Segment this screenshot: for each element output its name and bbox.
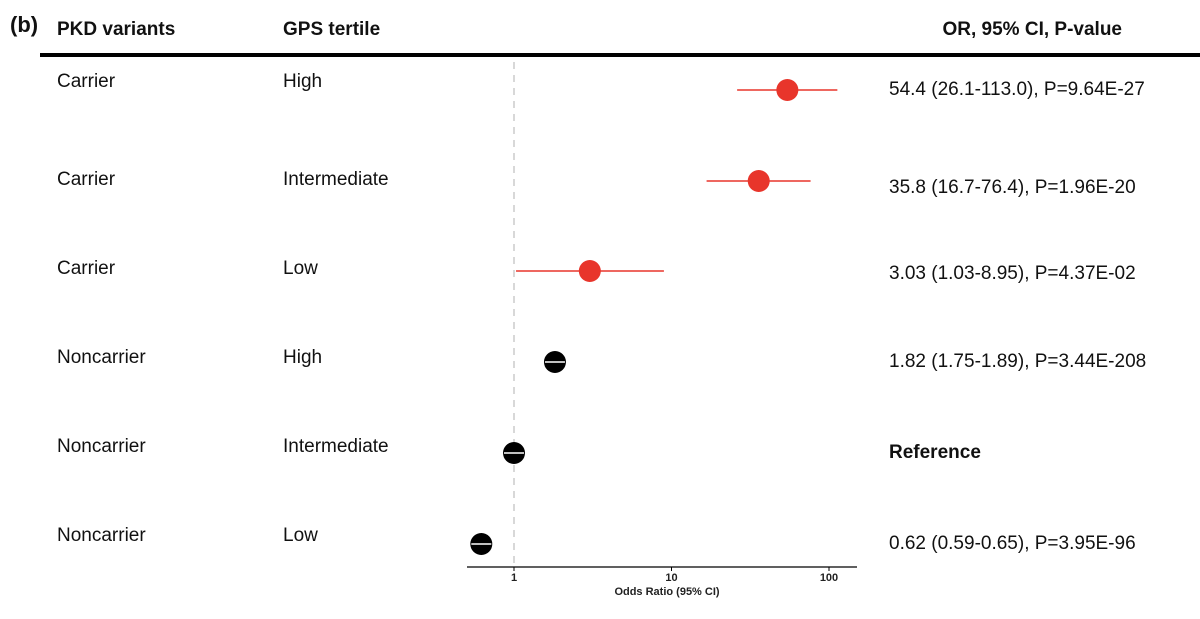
row-4-stats: 1.82 (1.75-1.89), P=3.44E-208 [889, 351, 1147, 372]
row-2-tertile: Intermediate [283, 169, 389, 190]
row-5-tertile: Intermediate [283, 436, 389, 457]
row-3-tertile: Low [283, 258, 318, 279]
row-4-tertile: High [283, 347, 323, 368]
row-6-stats: 0.62 (0.59-0.65), P=3.95E-96 [889, 533, 1136, 554]
row-4-variant: Noncarrier [57, 347, 146, 368]
row-1-stats: 54.4 (26.1-113.0), P=9.64E-27 [889, 79, 1145, 100]
row-1-variant: Carrier [57, 71, 116, 92]
row-6-tertile: Low [283, 525, 318, 546]
row-3-stats: 3.03 (1.03-8.95), P=4.37E-02 [889, 263, 1136, 284]
header-or-ci-pvalue: OR, 95% CI, P-value [942, 19, 1122, 40]
header-rule [40, 53, 1200, 57]
x-axis-title: Odds Ratio (95% CI) [614, 586, 719, 598]
row-5-variant: Noncarrier [57, 436, 146, 457]
row-1-tertile: High [283, 71, 323, 92]
x-tick-label-100: 100 [820, 572, 838, 584]
row-2-variant: Carrier [57, 169, 116, 190]
point-carrier-low [578, 260, 601, 282]
row-5-stats: Reference [889, 442, 981, 463]
header-gps-tertile: GPS tertile [283, 19, 381, 40]
row-2-stats: 35.8 (16.7-76.4), P=1.96E-20 [889, 177, 1136, 198]
point-carrier-high [776, 79, 799, 101]
header-pkd-variants: PKD variants [57, 19, 176, 40]
row-3-variant: Carrier [57, 258, 116, 279]
point-carrier-intermediate [747, 170, 770, 192]
x-tick-label-10: 10 [665, 572, 677, 584]
panel-label: (b) [10, 12, 39, 37]
row-6-variant: Noncarrier [57, 525, 146, 546]
x-tick-label-1: 1 [511, 572, 517, 584]
